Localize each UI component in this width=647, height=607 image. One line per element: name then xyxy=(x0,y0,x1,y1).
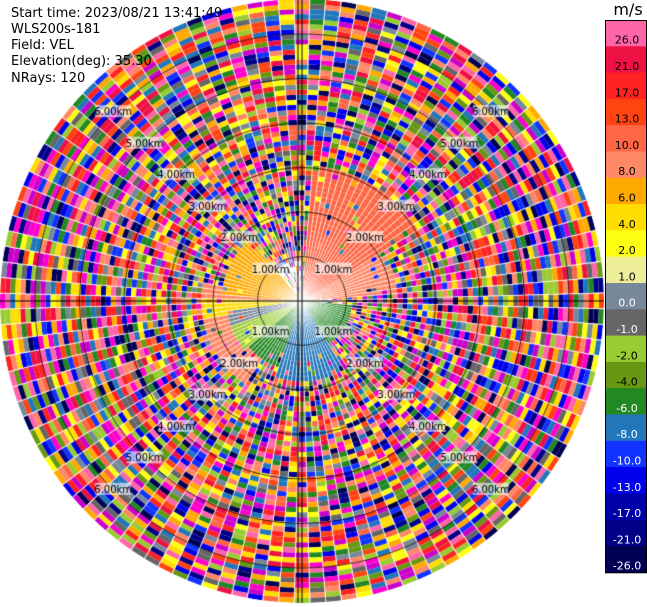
colorbar-tick-label: -13.0 xyxy=(613,481,641,494)
colorbar-tick-label: -21.0 xyxy=(613,533,641,546)
colorbar-band xyxy=(605,177,647,205)
colorbar-tick-label: -26.0 xyxy=(613,560,641,573)
colorbar-band xyxy=(605,98,647,126)
nrays-label: NRays: 120 xyxy=(11,71,86,86)
colorbar-tick-label: 6.0 xyxy=(618,192,636,205)
colorbar-tick-label: 2.0 xyxy=(618,244,636,257)
colorbar-band xyxy=(605,519,647,547)
colorbar-band xyxy=(605,414,647,442)
colorbar-band xyxy=(605,467,647,494)
colorbar-band xyxy=(605,493,647,521)
colorbar-band xyxy=(605,256,647,284)
colorbar-band xyxy=(605,546,647,573)
colorbar-band xyxy=(605,46,647,74)
colorbar-band xyxy=(605,361,647,389)
colorbar-band xyxy=(605,125,647,152)
colorbar-band xyxy=(605,283,647,310)
colorbar-tick-label: 4.0 xyxy=(618,218,636,231)
elevation-label: Elevation(deg): 35.30 xyxy=(11,54,152,69)
colorbar-tick-label: 0.0 xyxy=(618,297,636,310)
colorbar-tick-label: -6.0 xyxy=(616,402,637,415)
colorbar-tick-label: -17.0 xyxy=(613,507,641,520)
colorbar-tick-label: 13.0 xyxy=(615,113,640,126)
colorbar-band xyxy=(605,204,647,231)
colorbar-tick-label: -2.0 xyxy=(616,349,637,362)
colorbar-tick-label: 1.0 xyxy=(618,270,636,283)
start-time-label: Start time: 2023/08/21 13:41:49 xyxy=(11,6,223,21)
colorbar-tick-label: -8.0 xyxy=(616,428,637,441)
colorbar-band xyxy=(605,335,647,363)
colorbar-tick-label: -30.0 xyxy=(613,586,641,599)
colorbar-tick-label: 21.0 xyxy=(615,60,640,73)
colorbar-band xyxy=(605,388,647,415)
colorbar-tick-label: 17.0 xyxy=(615,86,640,99)
colorbar-tick-label: 8.0 xyxy=(618,165,636,178)
field-label: Field: VEL xyxy=(11,38,74,53)
colorbar-tick-label: -10.0 xyxy=(613,455,641,468)
colorbar-band xyxy=(605,20,647,47)
colorbar-unit-label: m/s xyxy=(613,0,643,19)
colorbar-band xyxy=(605,151,647,179)
colorbar-tick-label: -4.0 xyxy=(616,376,637,389)
colorbar: 26.0 21.0 17.0 13.0 10.0 8.0 6.0 4.0 2.0 1.0 0.0 -1… xyxy=(605,20,647,599)
colorbar-tick-label: -1.0 xyxy=(616,323,637,336)
colorbar-band xyxy=(605,309,647,337)
colorbar-band xyxy=(605,230,647,258)
colorbar-band xyxy=(605,440,647,468)
colorbar-tick-label: 10.0 xyxy=(615,139,640,152)
colorbar-band xyxy=(605,72,647,100)
colorbar-tick-label: 26.0 xyxy=(615,34,640,47)
instrument-label: WLS200s-181 xyxy=(11,22,101,37)
